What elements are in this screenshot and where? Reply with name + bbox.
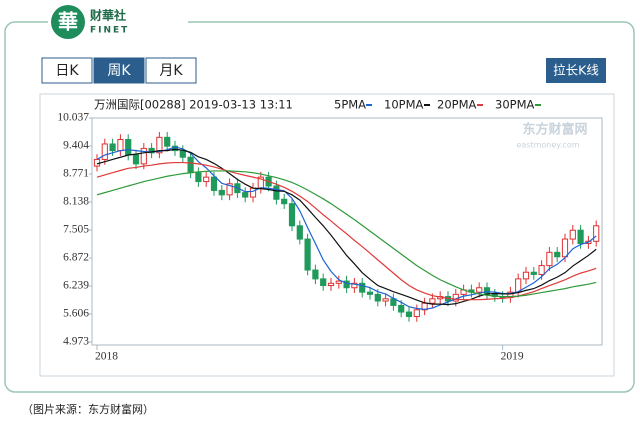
x-tick-label: 2018 (95, 351, 118, 363)
candle-body (405, 311, 413, 317)
candle-body (327, 282, 335, 287)
candle-body (210, 176, 218, 191)
candle-body (530, 271, 537, 275)
candle-body (398, 304, 405, 313)
legend-label: 20PMA (437, 98, 476, 112)
tab-label[interactable]: 月K (159, 63, 183, 79)
legend-label: 30PMA (495, 98, 534, 112)
candle-body (273, 185, 280, 200)
tab-label[interactable]: 日K (55, 63, 79, 79)
legend-label: 5PMA (334, 98, 366, 112)
candle-body (203, 176, 210, 183)
candle-body (577, 229, 584, 244)
candle-body (117, 139, 124, 152)
candle-body (140, 147, 147, 165)
legend-label: 10PMA (384, 98, 423, 112)
candle-body (187, 156, 194, 174)
candle-body (312, 269, 319, 280)
watermark-name: 东方财富网 (522, 122, 587, 138)
candle-body (335, 280, 342, 284)
candle-body (281, 198, 288, 205)
candle-body (413, 309, 420, 317)
candle-body (195, 172, 202, 183)
logo-sub: FINET (90, 26, 129, 36)
candle-body (249, 187, 257, 198)
tabs: 日K 周K 月K (41, 57, 197, 84)
button-label[interactable]: 拉长K线 (553, 63, 599, 78)
chart-title: 万洲国际[00288] 2019-03-13 13:11 (94, 98, 293, 112)
candle-body (132, 154, 140, 165)
ma-line (96, 170, 597, 298)
tab[interactable] (93, 57, 145, 84)
candle-body (320, 278, 327, 287)
candle-body (538, 265, 545, 275)
candle-body (109, 143, 116, 152)
candle-body (476, 287, 483, 293)
plot-area (91, 117, 603, 346)
candle-body (218, 189, 225, 196)
candle-body (522, 271, 530, 280)
tab[interactable] (145, 57, 197, 84)
candle-body (164, 136, 171, 147)
candle-body (561, 238, 569, 258)
candle-body (429, 298, 436, 304)
y-tick-label: 9.404 (63, 140, 89, 152)
ma-line (96, 148, 597, 306)
candle-body (554, 251, 561, 258)
candle-body (148, 147, 155, 154)
y-tick-label: 8.771 (63, 168, 89, 180)
tab-label[interactable]: 周K (107, 63, 131, 79)
logo-name: 财華社 (89, 8, 126, 23)
candle-body (179, 150, 186, 158)
candle-body (101, 143, 108, 160)
candle-body (304, 238, 311, 271)
caption: （图片来源：东方财富网） (22, 402, 154, 416)
y-tick-label: 4.973 (63, 336, 89, 348)
y-tick-label: 6.872 (63, 252, 89, 264)
logo-circle (51, 5, 85, 39)
candle-body (374, 293, 381, 302)
y-tick-label: 7.505 (63, 224, 89, 236)
candle-body (125, 139, 132, 156)
candle-body (156, 136, 163, 154)
candle-body (569, 229, 576, 240)
y-tick-label: 10.037 (57, 112, 89, 124)
x-tick-label: 2019 (501, 351, 524, 363)
candle-body (546, 251, 553, 267)
candle-body (366, 291, 374, 295)
candle-body (296, 225, 303, 240)
tab[interactable] (41, 57, 93, 84)
candle-body (593, 225, 600, 242)
candle-body (382, 298, 389, 302)
candle-body (343, 280, 350, 289)
candle-body (351, 282, 358, 289)
plot: 10.037 9.404 8.771 8.138 7.505 6.872 6.239 5.60… (57, 98, 600, 363)
logo-mark: 華 (58, 10, 78, 34)
candle-body (288, 203, 296, 227)
watermark-url: eastmoney.com (516, 141, 579, 150)
button[interactable] (546, 58, 606, 83)
candle-body (242, 192, 249, 198)
y-tick-label: 8.138 (63, 196, 89, 208)
y-tick-label: 6.239 (63, 280, 89, 292)
candle-body (226, 183, 233, 196)
y-tick-label: 5.606 (63, 308, 89, 320)
candle-body (359, 282, 366, 293)
